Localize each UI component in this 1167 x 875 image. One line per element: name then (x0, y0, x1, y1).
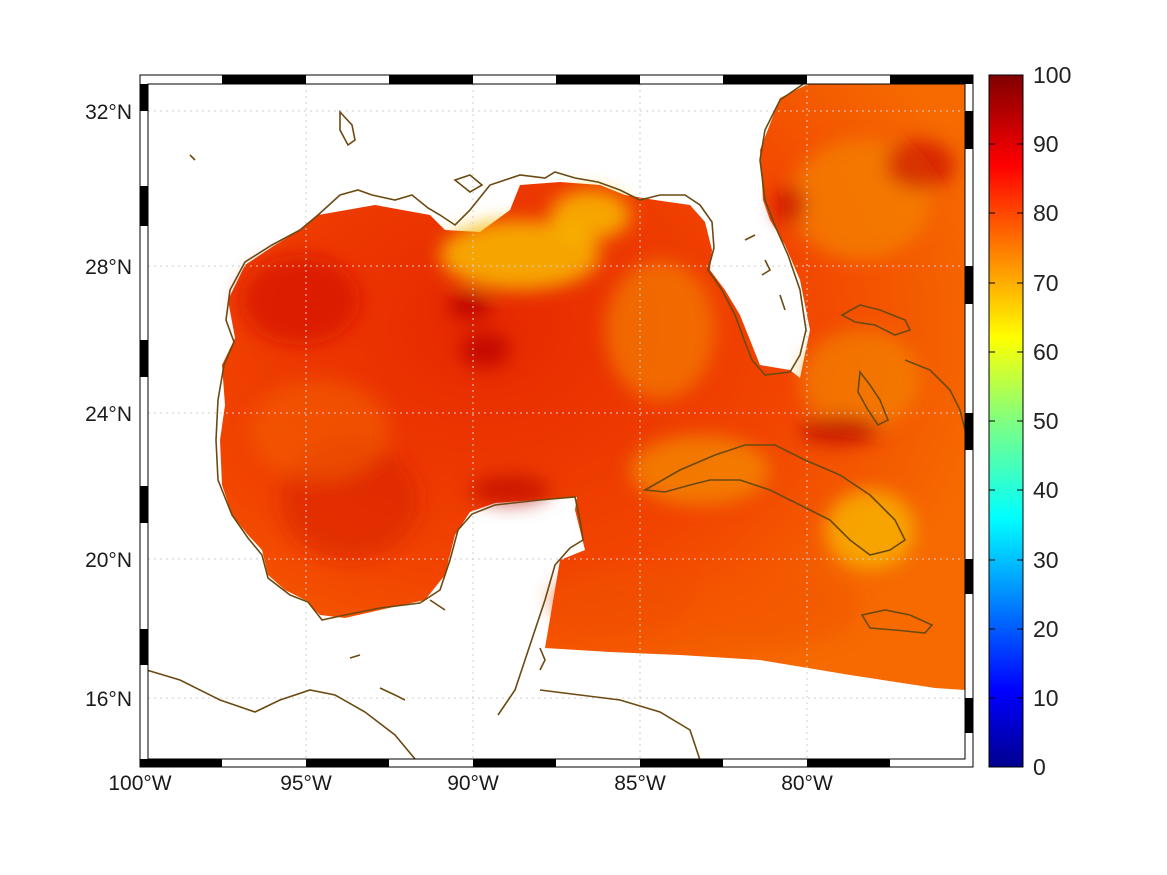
graticule (148, 84, 965, 759)
lat-label-32n: 32°N (85, 101, 132, 124)
lon-label-80w: 80°W (781, 772, 833, 795)
lat-label-28n: 28°N (85, 256, 132, 279)
lat-labels: 32°N 28°N 24°N 20°N 16°N (85, 101, 132, 711)
lon-label-90w: 90°W (447, 772, 499, 795)
colorbar-tick-0: 0 (1033, 754, 1046, 780)
sst-field (220, 84, 965, 690)
map-frame (139, 74, 974, 768)
colorbar-tick-50: 50 (1033, 408, 1059, 434)
lon-label-100w: 100°W (108, 772, 171, 795)
colorbar-tick-100: 100 (1033, 62, 1071, 88)
colorbar-tick-30: 30 (1033, 547, 1059, 573)
colorbar-tick-20: 20 (1033, 616, 1059, 642)
coastlines (148, 84, 965, 759)
colorbar-tick-60: 60 (1033, 339, 1059, 365)
lat-label-24n: 24°N (85, 403, 132, 426)
lat-label-20n: 20°N (85, 549, 132, 572)
colorbar-tick-80: 80 (1033, 200, 1059, 226)
lon-label-95w: 95°W (280, 772, 332, 795)
colorbar-tick-70: 70 (1033, 270, 1059, 296)
gulf-field (220, 84, 965, 690)
colorbar-tick-90: 90 (1033, 131, 1059, 157)
colorbar: 100 90 80 70 60 50 40 30 20 10 0 (988, 62, 1071, 780)
colorbar-tick-10: 10 (1033, 685, 1059, 711)
lon-label-85w: 85°W (614, 772, 666, 795)
colorbar-tick-40: 40 (1033, 477, 1059, 503)
lat-label-16n: 16°N (85, 688, 132, 711)
lon-labels: 100°W 95°W 90°W 85°W 80°W (108, 772, 833, 795)
